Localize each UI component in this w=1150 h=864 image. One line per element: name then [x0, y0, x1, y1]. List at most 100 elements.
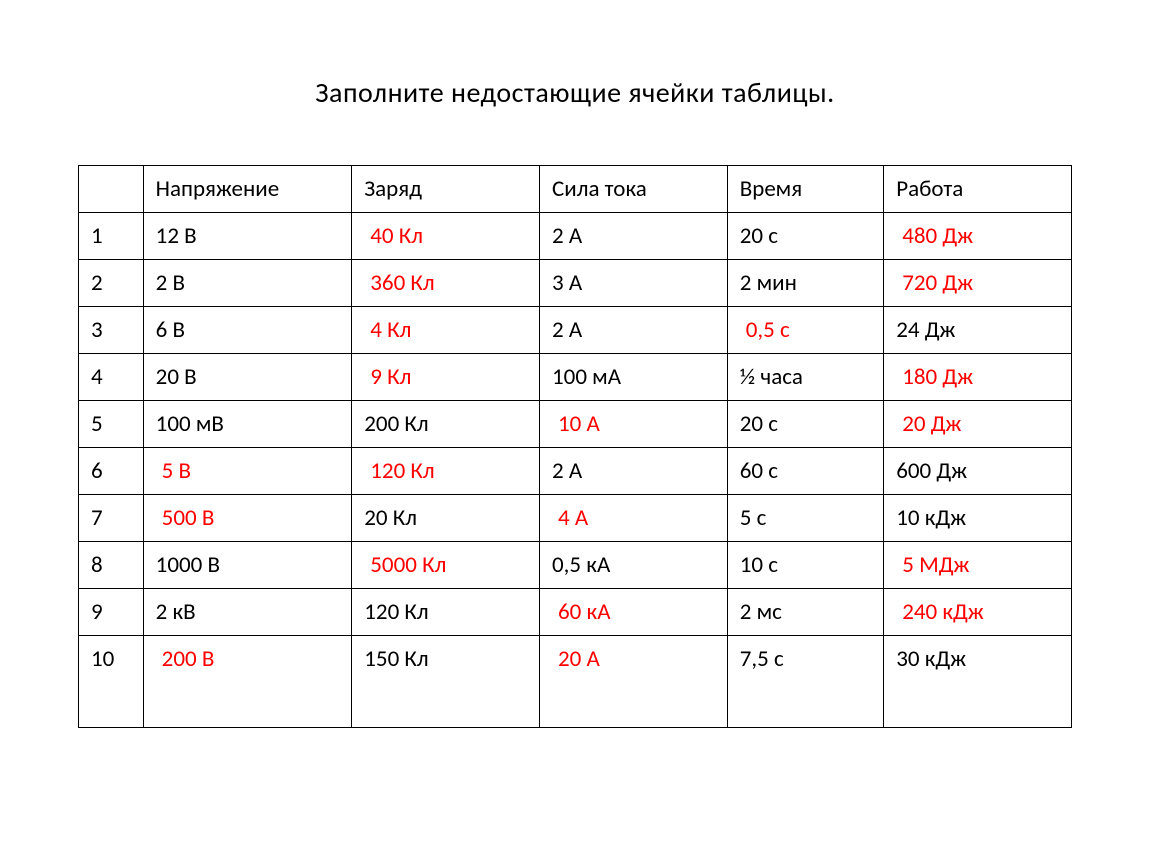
- highlighted-value: 5 МДж: [896, 551, 969, 579]
- highlighted-value: 40 Кл: [364, 222, 423, 250]
- cell-charge: 9 Кл: [352, 354, 540, 401]
- cell-charge: 20 Кл: [352, 495, 540, 542]
- cell-voltage: 6 В: [143, 307, 352, 354]
- cell-current: 100 мА: [540, 354, 728, 401]
- cell-work: 480 Дж: [884, 213, 1072, 260]
- cell-charge: 120 Кл: [352, 589, 540, 636]
- cell-charge: 150 Кл: [352, 636, 540, 728]
- cell-time: 20 с: [727, 401, 883, 448]
- cell-num: 2: [79, 260, 144, 307]
- cell-time: ½ часа: [727, 354, 883, 401]
- cell-current: 20 А: [540, 636, 728, 728]
- highlighted-value: 5000 Кл: [364, 551, 446, 579]
- table-row: 6 5 В 120 Кл 2 А60 с600 Дж: [79, 448, 1072, 495]
- cell-voltage: 100 мВ: [143, 401, 352, 448]
- table-row: 5100 мВ200 Кл 10 А 20 с 20 Дж: [79, 401, 1072, 448]
- cell-voltage: 500 В: [143, 495, 352, 542]
- highlighted-value: 180 Дж: [896, 363, 973, 391]
- cell-num: 7: [79, 495, 144, 542]
- header-num: [79, 166, 144, 213]
- cell-work: 20 Дж: [884, 401, 1072, 448]
- highlighted-value: 60 кА: [552, 598, 611, 626]
- cell-time: 2 мс: [727, 589, 883, 636]
- cell-current: 2 А: [540, 448, 728, 495]
- header-current: Сила тока: [540, 166, 728, 213]
- highlighted-value: 360 Кл: [364, 269, 434, 297]
- highlighted-value: 4 Кл: [364, 316, 411, 344]
- table-head: Напряжение Заряд Сила тока Время Работа: [79, 166, 1072, 213]
- cell-num: 1: [79, 213, 144, 260]
- table-container: Напряжение Заряд Сила тока Время Работа …: [0, 165, 1150, 728]
- cell-current: 0,5 кА: [540, 542, 728, 589]
- highlighted-value: 720 Дж: [896, 269, 973, 297]
- cell-voltage: 5 В: [143, 448, 352, 495]
- cell-current: 60 кА: [540, 589, 728, 636]
- table-row: 36 В 4 Кл 2 А 0,5 с 24 Дж: [79, 307, 1072, 354]
- cell-voltage: 2 В: [143, 260, 352, 307]
- cell-current: 10 А: [540, 401, 728, 448]
- cell-voltage: 2 кВ: [143, 589, 352, 636]
- highlighted-value: 500 В: [156, 504, 215, 532]
- highlighted-value: 0,5 с: [740, 316, 790, 344]
- cell-charge: 120 Кл: [352, 448, 540, 495]
- table-row: 92 кВ120 Кл 60 кА 2 мс 240 кДж: [79, 589, 1072, 636]
- cell-time: 60 с: [727, 448, 883, 495]
- cell-time: 2 мин: [727, 260, 883, 307]
- table-row: 420 В 9 Кл 100 мА½ часа 180 Дж: [79, 354, 1072, 401]
- cell-current: 4 А: [540, 495, 728, 542]
- page-title: Заполните недостающие ячейки таблицы.: [0, 75, 1150, 110]
- highlighted-value: 120 Кл: [364, 457, 434, 485]
- header-voltage: Напряжение: [143, 166, 352, 213]
- cell-voltage: 20 В: [143, 354, 352, 401]
- table-row: 22 В 360 Кл 3 А2 мин 720 Дж: [79, 260, 1072, 307]
- cell-work: 5 МДж: [884, 542, 1072, 589]
- cell-current: 3 А: [540, 260, 728, 307]
- table-body: 112 В40 Кл2 А20 с480 Дж22 В360 Кл3 А2 ми…: [79, 213, 1072, 728]
- cell-charge: 40 Кл: [352, 213, 540, 260]
- highlighted-value: 10 А: [552, 410, 600, 438]
- cell-work: 720 Дж: [884, 260, 1072, 307]
- table-row: 81000 В 5000 Кл 0,5 кА10 с 5 МДж: [79, 542, 1072, 589]
- cell-time: 5 с: [727, 495, 883, 542]
- cell-voltage: 1000 В: [143, 542, 352, 589]
- highlighted-value: 5 В: [156, 457, 191, 485]
- table-row: 112 В 40 Кл 2 А20 с 480 Дж: [79, 213, 1072, 260]
- highlighted-value: 200 В: [156, 645, 215, 673]
- highlighted-value: 4 А: [552, 504, 588, 532]
- cell-num: 9: [79, 589, 144, 636]
- cell-charge: 360 Кл: [352, 260, 540, 307]
- highlighted-value: 240 кДж: [896, 598, 984, 626]
- cell-num: 10: [79, 636, 144, 728]
- cell-time: 20 с: [727, 213, 883, 260]
- cell-time: 7,5 с: [727, 636, 883, 728]
- cell-work: 24 Дж: [884, 307, 1072, 354]
- cell-charge: 5000 Кл: [352, 542, 540, 589]
- table-row: 10 200 В 150 Кл 20 А 7,5 с30 кДж: [79, 636, 1072, 728]
- cell-time: 0,5 с: [727, 307, 883, 354]
- highlighted-value: 9 Кл: [364, 363, 411, 391]
- cell-num: 5: [79, 401, 144, 448]
- cell-num: 3: [79, 307, 144, 354]
- physics-table: Напряжение Заряд Сила тока Время Работа …: [78, 165, 1072, 728]
- cell-work: 30 кДж: [884, 636, 1072, 728]
- header-work: Работа: [884, 166, 1072, 213]
- cell-current: 2 А: [540, 307, 728, 354]
- cell-voltage: 12 В: [143, 213, 352, 260]
- cell-work: 600 Дж: [884, 448, 1072, 495]
- highlighted-value: 20 Дж: [896, 410, 961, 438]
- cell-voltage: 200 В: [143, 636, 352, 728]
- header-time: Время: [727, 166, 883, 213]
- cell-current: 2 А: [540, 213, 728, 260]
- header-row: Напряжение Заряд Сила тока Время Работа: [79, 166, 1072, 213]
- cell-charge: 4 Кл: [352, 307, 540, 354]
- highlighted-value: 20 А: [552, 645, 600, 673]
- cell-num: 4: [79, 354, 144, 401]
- cell-num: 6: [79, 448, 144, 495]
- cell-work: 240 кДж: [884, 589, 1072, 636]
- cell-time: 10 с: [727, 542, 883, 589]
- cell-num: 8: [79, 542, 144, 589]
- cell-work: 180 Дж: [884, 354, 1072, 401]
- table-row: 7500 В20 Кл4 А5 с10 кДж: [79, 495, 1072, 542]
- highlighted-value: 480 Дж: [896, 222, 973, 250]
- cell-charge: 200 Кл: [352, 401, 540, 448]
